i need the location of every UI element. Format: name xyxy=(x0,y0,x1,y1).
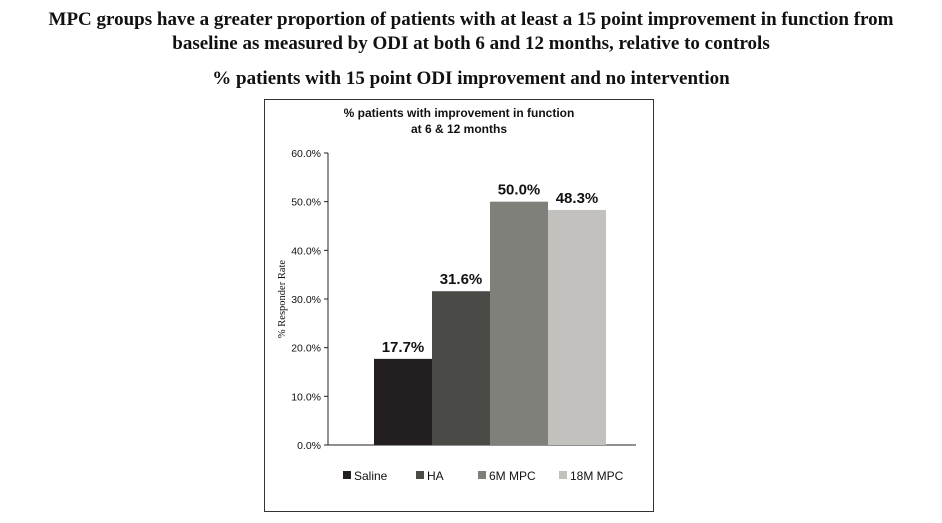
bar-saline xyxy=(374,358,432,445)
data-label: 48.3% xyxy=(556,190,599,207)
y-axis-label: % Responder Rate xyxy=(277,260,288,338)
bar-chart: % patients with improvement in function a… xyxy=(277,106,636,483)
headline-line-2: baseline as measured by ODI at both 6 an… xyxy=(172,33,770,54)
legend-label: 18M MPC xyxy=(570,469,624,483)
legend-swatch-ha xyxy=(416,471,424,479)
y-tick-label: 0.0% xyxy=(297,440,321,452)
headline: MPC groups have a greater proportion of … xyxy=(0,8,942,56)
chart-frame: % patients with improvement in function a… xyxy=(264,99,654,512)
legend-label: 6M MPC xyxy=(489,469,536,483)
chart-title-line-1: % patients with improvement in function xyxy=(344,106,575,120)
chart-subheadline: % patients with 15 point ODI improvement… xyxy=(212,68,730,89)
legend-label: Saline xyxy=(354,469,388,483)
bar-18m-mpc xyxy=(548,209,606,445)
data-label: 17.7% xyxy=(382,339,425,356)
y-tick-label: 20.0% xyxy=(291,343,321,355)
legend-label: HA xyxy=(427,469,444,483)
y-tick-label: 10.0% xyxy=(291,391,321,403)
data-label: 50.0% xyxy=(498,182,541,199)
legend-swatch-18m-mpc xyxy=(559,471,567,479)
chart-title-line-2: at 6 & 12 months xyxy=(411,122,507,136)
y-tick-label: 60.0% xyxy=(291,148,321,160)
bar-6m-mpc xyxy=(490,201,548,445)
y-tick-label: 30.0% xyxy=(291,294,321,306)
legend-swatch-saline xyxy=(343,471,351,479)
headline-line-1: MPC groups have a greater proportion of … xyxy=(48,9,894,30)
y-tick-label: 40.0% xyxy=(291,245,321,257)
data-label: 31.6% xyxy=(440,271,483,288)
legend-swatch-6m-mpc xyxy=(478,471,486,479)
y-tick-label: 50.0% xyxy=(291,197,321,209)
bar-ha xyxy=(432,291,490,445)
